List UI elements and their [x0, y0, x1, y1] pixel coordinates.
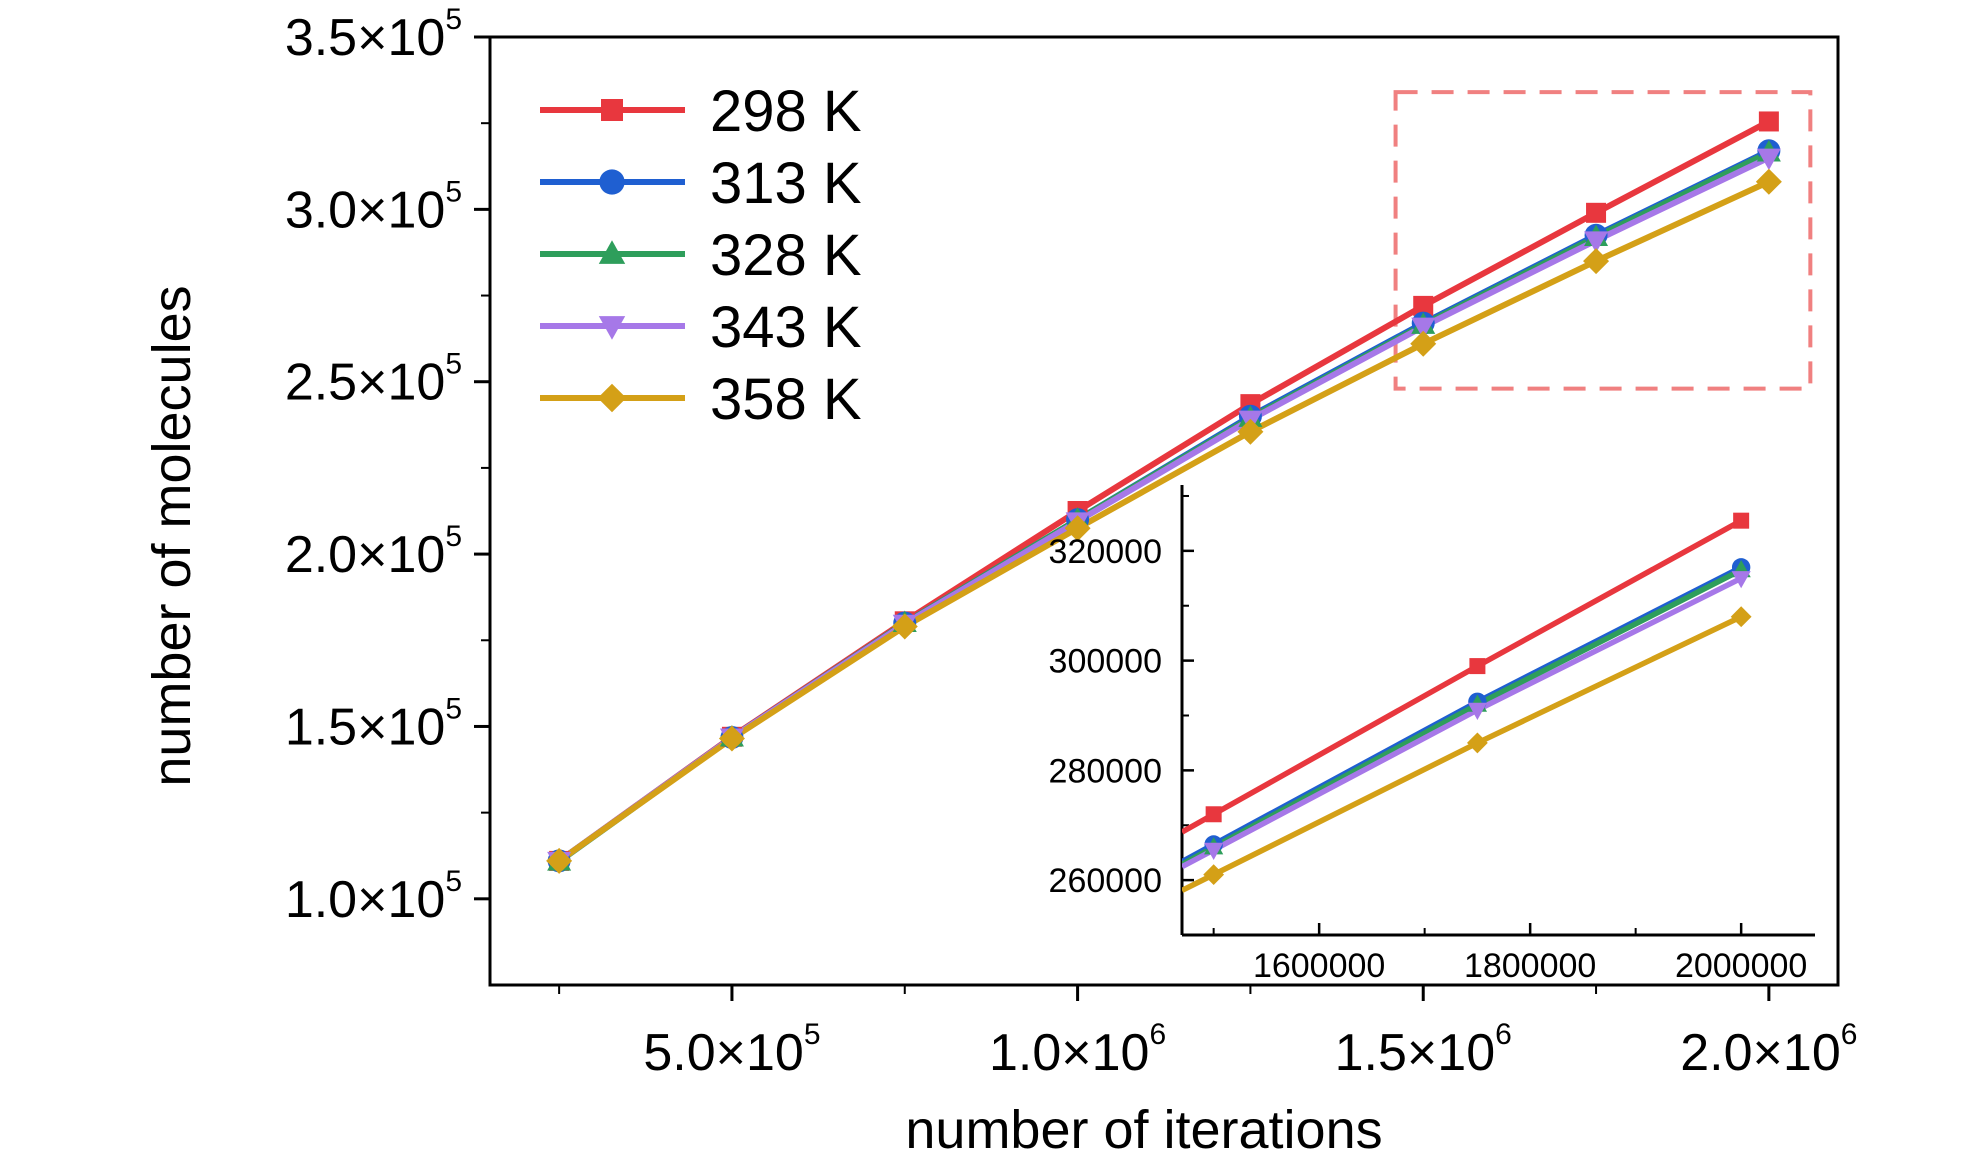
inset-y-tick-label: 320000	[1049, 533, 1162, 571]
data-point-358-k	[1755, 168, 1782, 195]
data-point-358-k	[1583, 248, 1610, 275]
inset-series-line-343-k	[1182, 575, 1743, 870]
y-tick-label: 2.0×105	[285, 520, 462, 584]
data-point-358-k	[1064, 515, 1091, 542]
x-tick-label: 1.5×106	[1335, 1018, 1512, 1082]
inset-background	[1182, 485, 1815, 935]
y-tick-label: 3.0×105	[285, 175, 462, 239]
x-axis-label: number of iterations	[905, 1100, 1382, 1157]
data-point-343-k	[1756, 148, 1781, 171]
legend-label-358-k: 358 K	[710, 367, 862, 432]
data-point-343-k	[1411, 317, 1436, 340]
legend-label-328-k: 328 K	[710, 223, 862, 288]
data-point-358-k	[1410, 330, 1437, 357]
x-tick-label: 1.0×106	[989, 1018, 1166, 1082]
inset-series-group	[1182, 518, 1743, 893]
inset-data-point-298-k	[1469, 658, 1486, 675]
legend-marker-328-k	[598, 240, 626, 264]
inset-data-point-343-k	[1467, 702, 1487, 720]
inset-data-point-298-k	[1205, 806, 1222, 823]
inset-data-point-343-k	[1731, 571, 1751, 589]
inset-y-tick-label: 280000	[1049, 752, 1162, 790]
data-point-358-k	[546, 847, 573, 874]
inset-data-point-343-k	[1204, 842, 1224, 860]
series-line-358-k	[557, 179, 1771, 864]
legend-marker-343-k	[598, 316, 626, 340]
x-tick-label: 2.0×106	[1680, 1018, 1857, 1082]
inset-x-tick-label: 1800000	[1464, 947, 1596, 985]
legend-marker-358-k	[597, 383, 627, 413]
data-point-343-k	[1584, 231, 1609, 253]
inset-series-line-298-k	[1182, 518, 1743, 835]
y-tick-label: 1.5×105	[285, 692, 462, 756]
inset-data-point-358-k	[1467, 732, 1488, 754]
inset-x-tick-label: 2000000	[1675, 947, 1807, 985]
inset-y-tick-label: 300000	[1049, 643, 1162, 681]
y-tick-label: 1.0×105	[285, 865, 462, 929]
data-point-298-k	[1413, 295, 1434, 316]
data-point-358-k	[1237, 418, 1264, 445]
legend-label-298-k: 298 K	[710, 79, 862, 144]
plot-frame	[488, 35, 1840, 987]
y-tick-label: 2.5×105	[285, 348, 462, 412]
legend-marker-313-k	[599, 169, 625, 195]
y-tick-label: 3.5×105	[285, 3, 462, 67]
legend-label-343-k: 343 K	[710, 295, 862, 360]
x-tick-label: 5.0×105	[643, 1018, 820, 1082]
y-axis-label: number of molecules	[142, 285, 202, 786]
legend-marker-298-k	[601, 99, 623, 121]
inset-series-line-358-k	[1182, 614, 1743, 893]
data-point-358-k	[718, 725, 745, 752]
inset-data-point-298-k	[1733, 512, 1750, 529]
data-point-358-k	[891, 613, 918, 640]
zoom-highlight-box	[1393, 90, 1813, 391]
inset-data-point-358-k	[1730, 606, 1752, 628]
data-point-298-k	[1758, 111, 1779, 132]
inset-data-point-358-k	[1203, 864, 1225, 886]
legend-label-313-k: 313 K	[710, 151, 862, 216]
data-point-298-k	[1586, 202, 1607, 223]
inset-x-tick-label: 1600000	[1253, 947, 1385, 985]
inset-y-tick-label: 260000	[1049, 862, 1162, 900]
